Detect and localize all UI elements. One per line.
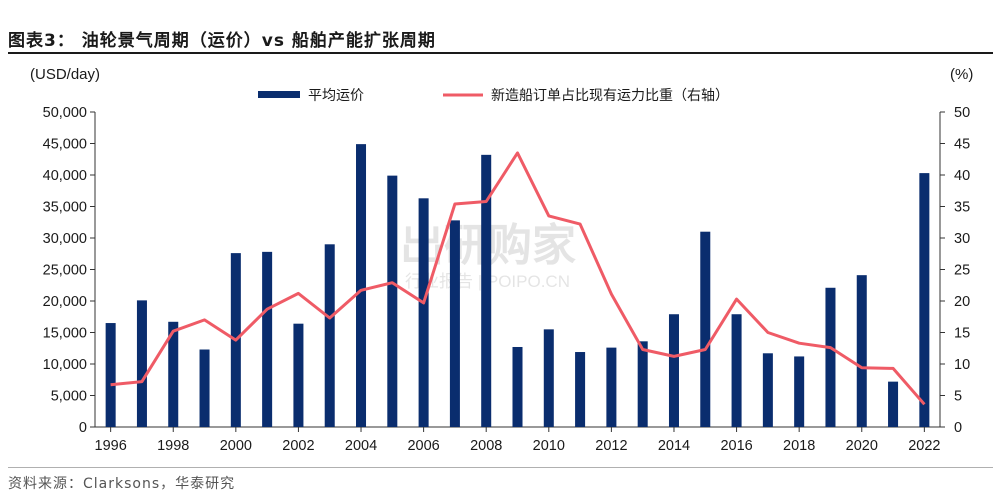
x-axis-tick-label: 2016 [720, 438, 752, 454]
bar [324, 244, 335, 427]
bar [888, 381, 899, 427]
left-axis-tick-label: 25,000 [43, 263, 87, 279]
legend-bar-label: 平均运价 [308, 87, 364, 103]
x-axis-tick-label: 2002 [282, 438, 314, 454]
x-axis-tick-label: 2000 [220, 438, 252, 454]
right-axis-tick-label: 35 [954, 200, 970, 216]
bar [418, 198, 429, 427]
right-axis-tick-label: 10 [954, 357, 970, 373]
bar [700, 231, 711, 427]
bar [387, 175, 398, 427]
x-axis-tick-label: 2010 [533, 438, 565, 454]
left-axis-tick-label: 20,000 [43, 294, 87, 310]
bar [919, 173, 930, 427]
legend-line-label: 新造船订单占比现有运力比重（右轴） [491, 87, 729, 103]
bar [731, 314, 742, 427]
left-axis-unit: (USD/day) [30, 66, 100, 83]
bar [356, 144, 367, 427]
left-axis-tick-label: 50,000 [43, 105, 87, 121]
source-note: 资料来源：Clarksons，华泰研究 [8, 476, 236, 492]
bar [668, 314, 679, 427]
right-axis-tick-label: 50 [954, 105, 970, 121]
left-axis-tick-label: 45,000 [43, 137, 87, 153]
x-axis-tick-label: 2006 [407, 438, 439, 454]
left-axis-tick-label: 0 [79, 420, 87, 436]
right-axis-tick-label: 40 [954, 168, 970, 184]
right-axis-unit: (%) [950, 66, 973, 83]
bar [794, 356, 805, 427]
x-axis-tick-label: 2020 [846, 438, 878, 454]
right-axis-tick-label: 45 [954, 137, 970, 153]
x-axis-tick-label: 1998 [157, 438, 189, 454]
right-axis-tick-label: 30 [954, 231, 970, 247]
x-axis-tick-label: 1996 [95, 438, 127, 454]
bar [543, 329, 554, 427]
bar [168, 321, 179, 427]
bar [262, 251, 273, 427]
source-divider [8, 467, 993, 468]
left-axis-tick-label: 10,000 [43, 357, 87, 373]
chart-canvas: 出研购家 行业报告 | POIPO.CN (USD/day) (%) 平均运价 … [30, 66, 973, 454]
legend-bar-swatch [258, 91, 300, 98]
left-axis-tick-label: 15,000 [43, 326, 87, 342]
bar [136, 300, 147, 427]
right-axis-tick-label: 15 [954, 326, 970, 342]
x-axis-tick-label: 2008 [470, 438, 502, 454]
bar [199, 349, 210, 427]
title-divider [8, 52, 993, 54]
right-axis-tick-label: 0 [954, 420, 962, 436]
chart-title: 图表3： 油轮景气周期（运价）vs 船舶产能扩张周期 [8, 31, 436, 51]
x-axis-tick-label: 2012 [595, 438, 627, 454]
bar [762, 353, 773, 427]
bar [856, 275, 867, 427]
right-axis-tick-label: 5 [954, 389, 962, 405]
x-axis-tick-label: 2014 [658, 438, 690, 454]
x-axis-tick-label: 2022 [908, 438, 940, 454]
bar [105, 323, 116, 427]
x-axis-tick-label: 2004 [345, 438, 377, 454]
legend: 平均运价 新造船订单占比现有运力比重（右轴） [258, 87, 729, 103]
bar [575, 352, 586, 427]
bar [637, 341, 648, 427]
x-axis-tick-label: 2018 [783, 438, 815, 454]
bar [512, 346, 523, 427]
line-series [110, 151, 926, 406]
left-axis-tick-label: 30,000 [43, 231, 87, 247]
left-axis-tick-label: 40,000 [43, 168, 87, 184]
bar [293, 323, 304, 427]
plot-area: 0 5,000 10,000 15,000 20,000 25,000 30,000 35,0… [43, 105, 971, 454]
bar [481, 154, 492, 427]
right-axis-tick-label: 25 [954, 263, 970, 279]
right-axis-tick-label: 20 [954, 294, 970, 310]
left-axis-tick-label: 5,000 [51, 389, 87, 405]
bar [825, 287, 836, 427]
bar [449, 220, 460, 427]
left-axis-tick-label: 35,000 [43, 200, 87, 216]
bar [606, 347, 617, 427]
